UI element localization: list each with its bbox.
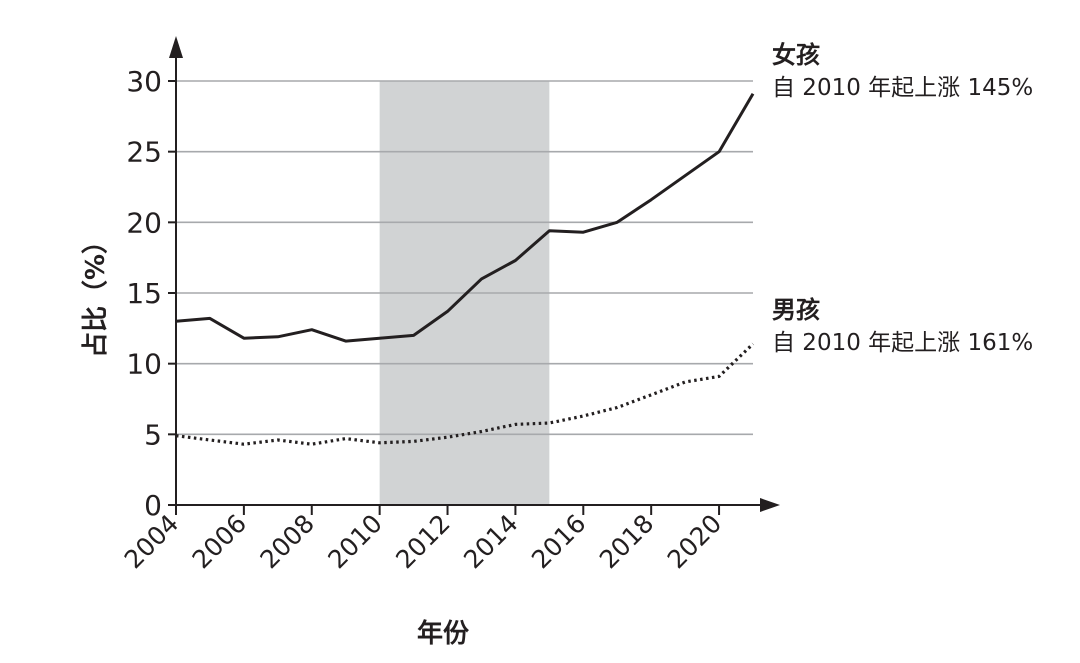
y-tick-label: 0 <box>144 489 162 522</box>
series-label: 女孩 <box>772 41 820 69</box>
x-axis-arrow-icon <box>760 498 780 512</box>
x-axis-title: 年份 <box>417 618 469 649</box>
series-line-girls <box>175 92 755 343</box>
y-tick-label: 10 <box>126 348 162 381</box>
series-annotation: 自 2010 年起上涨 145% <box>772 75 1033 101</box>
y-tick-label: 20 <box>126 206 162 239</box>
y-tick-label: 30 <box>126 65 162 98</box>
x-tick-label: 2016 <box>526 509 591 574</box>
x-tick-label: 2012 <box>390 509 455 574</box>
y-axis-arrow-icon <box>169 36 183 58</box>
x-tick-label: 2020 <box>662 509 727 574</box>
x-tick-label: 2008 <box>255 509 320 574</box>
y-axis-title: 占比（%） <box>81 228 111 358</box>
y-tick-label: 25 <box>126 136 162 169</box>
x-tick-label: 2014 <box>458 509 523 574</box>
x-tick-label: 2010 <box>322 509 387 574</box>
y-tick-label: 5 <box>144 418 162 451</box>
series-annotation: 自 2010 年起上涨 161% <box>772 330 1033 356</box>
series-label: 男孩 <box>772 296 820 324</box>
x-tick-label: 2018 <box>594 509 659 574</box>
x-tick-label: 2006 <box>187 509 252 574</box>
y-tick-label: 15 <box>126 277 162 310</box>
series-line-boys <box>175 342 755 446</box>
